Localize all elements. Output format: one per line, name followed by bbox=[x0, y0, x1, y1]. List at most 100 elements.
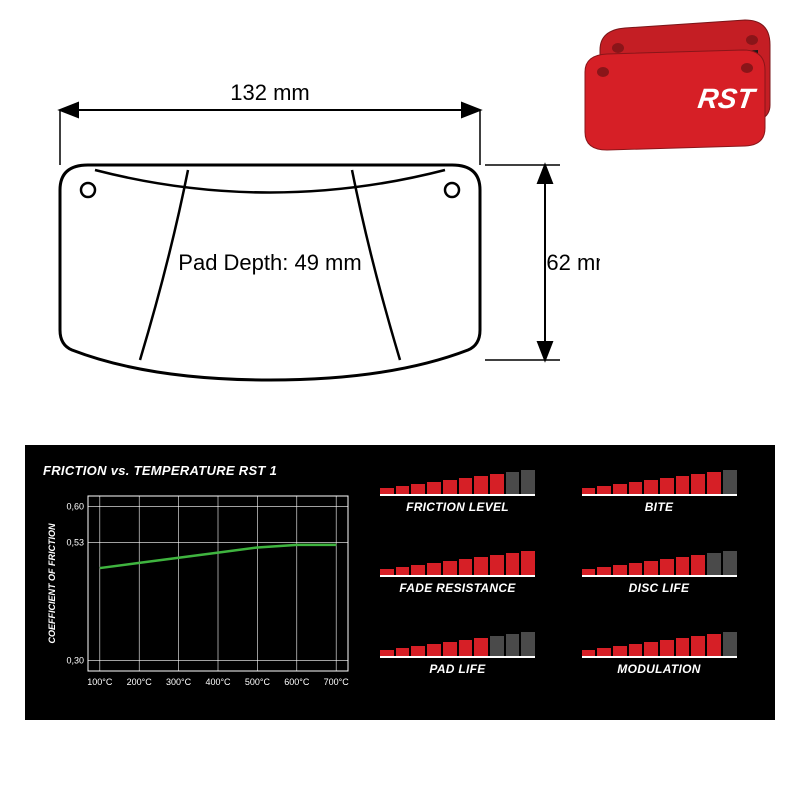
rating-bar bbox=[427, 644, 441, 656]
rating-bar bbox=[427, 563, 441, 575]
svg-text:COEFFICIENT OF FRICTION: COEFFICIENT OF FRICTION bbox=[47, 523, 57, 643]
rating-bar bbox=[380, 488, 394, 494]
rating-bar bbox=[707, 634, 721, 656]
rating-bar bbox=[582, 569, 596, 575]
rating-bar bbox=[490, 636, 504, 656]
rating-bar bbox=[459, 478, 473, 494]
rating-bars bbox=[582, 632, 737, 658]
rating-bar bbox=[490, 555, 504, 575]
rating-bar bbox=[380, 569, 394, 575]
rating-bar bbox=[660, 640, 674, 656]
svg-text:500°C: 500°C bbox=[245, 677, 271, 687]
svg-text:0,53: 0,53 bbox=[66, 537, 84, 547]
rating-label: FRICTION LEVEL bbox=[380, 500, 535, 514]
performance-panel: FRICTION vs. TEMPERATURE RST 1 COEFFICIE… bbox=[25, 445, 775, 720]
rating-bar bbox=[582, 650, 596, 656]
product-image: RST bbox=[570, 10, 780, 160]
rating-fade-resistance: FADE RESISTANCE bbox=[380, 551, 554, 614]
rating-bar bbox=[521, 632, 535, 656]
rating-bars bbox=[380, 632, 535, 658]
rating-bar bbox=[613, 646, 627, 656]
rating-modulation: MODULATION bbox=[582, 632, 756, 695]
rating-bar bbox=[396, 648, 410, 656]
svg-text:100°C: 100°C bbox=[87, 677, 113, 687]
rating-bars bbox=[582, 551, 737, 577]
rating-bar bbox=[613, 565, 627, 575]
rating-bar bbox=[396, 567, 410, 575]
rating-bar bbox=[506, 634, 520, 656]
rating-bar bbox=[707, 472, 721, 494]
svg-text:0,60: 0,60 bbox=[66, 501, 84, 511]
ratings-grid: FRICTION LEVEL BITE FADE RESISTANCE DISC LI… bbox=[370, 445, 775, 720]
rating-bars bbox=[582, 470, 737, 496]
rating-bar bbox=[396, 486, 410, 494]
rating-bar bbox=[474, 476, 488, 494]
technical-drawing: 132 mm 62 mm bbox=[40, 70, 560, 410]
rating-disc-life: DISC LIFE bbox=[582, 551, 756, 614]
svg-text:300°C: 300°C bbox=[166, 677, 192, 687]
rating-bar bbox=[427, 482, 441, 494]
rating-label: PAD LIFE bbox=[380, 662, 535, 676]
rating-label: FADE RESISTANCE bbox=[380, 581, 535, 595]
width-dimension: 132 mm bbox=[230, 80, 309, 105]
rating-bar bbox=[676, 476, 690, 494]
rating-bar bbox=[411, 646, 425, 656]
rating-bar bbox=[506, 553, 520, 575]
chart-title: FRICTION vs. TEMPERATURE RST 1 bbox=[43, 463, 360, 478]
rating-bar bbox=[597, 567, 611, 575]
rating-bar bbox=[644, 561, 658, 575]
rating-bar bbox=[474, 557, 488, 575]
rating-bar bbox=[676, 557, 690, 575]
rating-bar bbox=[443, 642, 457, 656]
rating-bar bbox=[597, 648, 611, 656]
height-dimension: 62 mm bbox=[546, 250, 600, 275]
rating-friction-level: FRICTION LEVEL bbox=[380, 470, 554, 533]
rating-bar bbox=[691, 636, 705, 656]
rating-label: MODULATION bbox=[582, 662, 737, 676]
depth-dimension: Pad Depth: 49 mm bbox=[178, 250, 361, 275]
rating-bar bbox=[691, 474, 705, 494]
rating-bar bbox=[443, 480, 457, 494]
rating-bars bbox=[380, 470, 535, 496]
rating-bar bbox=[411, 565, 425, 575]
rating-bite: BITE bbox=[582, 470, 756, 533]
friction-chart: FRICTION vs. TEMPERATURE RST 1 COEFFICIE… bbox=[25, 445, 370, 720]
rating-bar bbox=[474, 638, 488, 656]
rating-bar bbox=[521, 470, 535, 494]
rating-bar bbox=[660, 478, 674, 494]
rating-bar bbox=[723, 632, 737, 656]
rating-bar bbox=[629, 644, 643, 656]
rating-bar bbox=[582, 488, 596, 494]
rating-pad-life: PAD LIFE bbox=[380, 632, 554, 695]
rating-bar bbox=[490, 474, 504, 494]
svg-text:200°C: 200°C bbox=[127, 677, 153, 687]
svg-text:0,30: 0,30 bbox=[66, 656, 84, 666]
rating-bar bbox=[676, 638, 690, 656]
rating-bar bbox=[691, 555, 705, 575]
rating-bar bbox=[411, 484, 425, 494]
svg-text:600°C: 600°C bbox=[284, 677, 310, 687]
rating-bar bbox=[597, 486, 611, 494]
rating-bar bbox=[707, 553, 721, 575]
rating-bar bbox=[644, 642, 658, 656]
rating-bar bbox=[521, 551, 535, 575]
svg-text:700°C: 700°C bbox=[324, 677, 350, 687]
rating-bar bbox=[644, 480, 658, 494]
rating-bar bbox=[723, 470, 737, 494]
rating-bar bbox=[443, 561, 457, 575]
diagram-section: RST 132 mm 62 mm bbox=[0, 0, 800, 430]
svg-text:400°C: 400°C bbox=[205, 677, 231, 687]
rating-bar bbox=[380, 650, 394, 656]
rating-bar bbox=[459, 640, 473, 656]
brand-logo: RST bbox=[696, 83, 759, 114]
rating-bars bbox=[380, 551, 535, 577]
rating-bar bbox=[629, 563, 643, 575]
rating-bar bbox=[506, 472, 520, 494]
rating-label: DISC LIFE bbox=[582, 581, 737, 595]
rating-bar bbox=[629, 482, 643, 494]
rating-label: BITE bbox=[582, 500, 737, 514]
rating-bar bbox=[459, 559, 473, 575]
rating-bar bbox=[660, 559, 674, 575]
rating-bar bbox=[613, 484, 627, 494]
rating-bar bbox=[723, 551, 737, 575]
